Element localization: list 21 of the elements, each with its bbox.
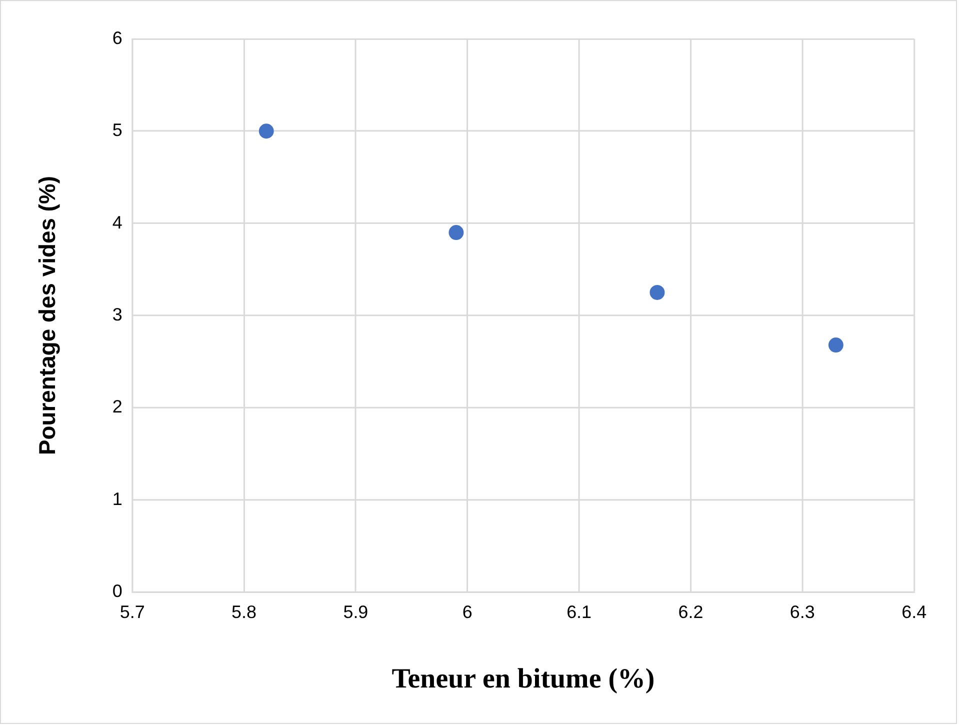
y-tick-label: 5 bbox=[112, 120, 122, 140]
point bbox=[448, 225, 464, 240]
x-tick-label: 5.8 bbox=[232, 602, 257, 622]
x-tick-label: 6.2 bbox=[678, 602, 704, 622]
x-axis-title: Teneur en bitume (%) bbox=[392, 664, 655, 695]
point bbox=[650, 284, 665, 300]
y-tick-label: 1 bbox=[112, 488, 122, 509]
x-tick-label: 5.9 bbox=[343, 602, 368, 622]
y-tick-label: 2 bbox=[112, 396, 122, 417]
x-tick-label: 5.7 bbox=[120, 602, 145, 622]
point bbox=[258, 124, 274, 139]
x-tick-label: 6.3 bbox=[790, 602, 815, 622]
x-tick-label: 6.4 bbox=[902, 602, 927, 622]
x-tick-label: 6 bbox=[462, 602, 472, 622]
point bbox=[828, 338, 844, 353]
y-tick-label: 6 bbox=[112, 28, 122, 48]
y-tick-label: 0 bbox=[112, 581, 122, 602]
x-tick-label: 6.1 bbox=[566, 602, 592, 622]
y-axis-title: Pourentage des vides (%) bbox=[34, 176, 60, 456]
y-tick-label: 3 bbox=[112, 304, 122, 324]
y-tick-label: 4 bbox=[112, 212, 122, 232]
